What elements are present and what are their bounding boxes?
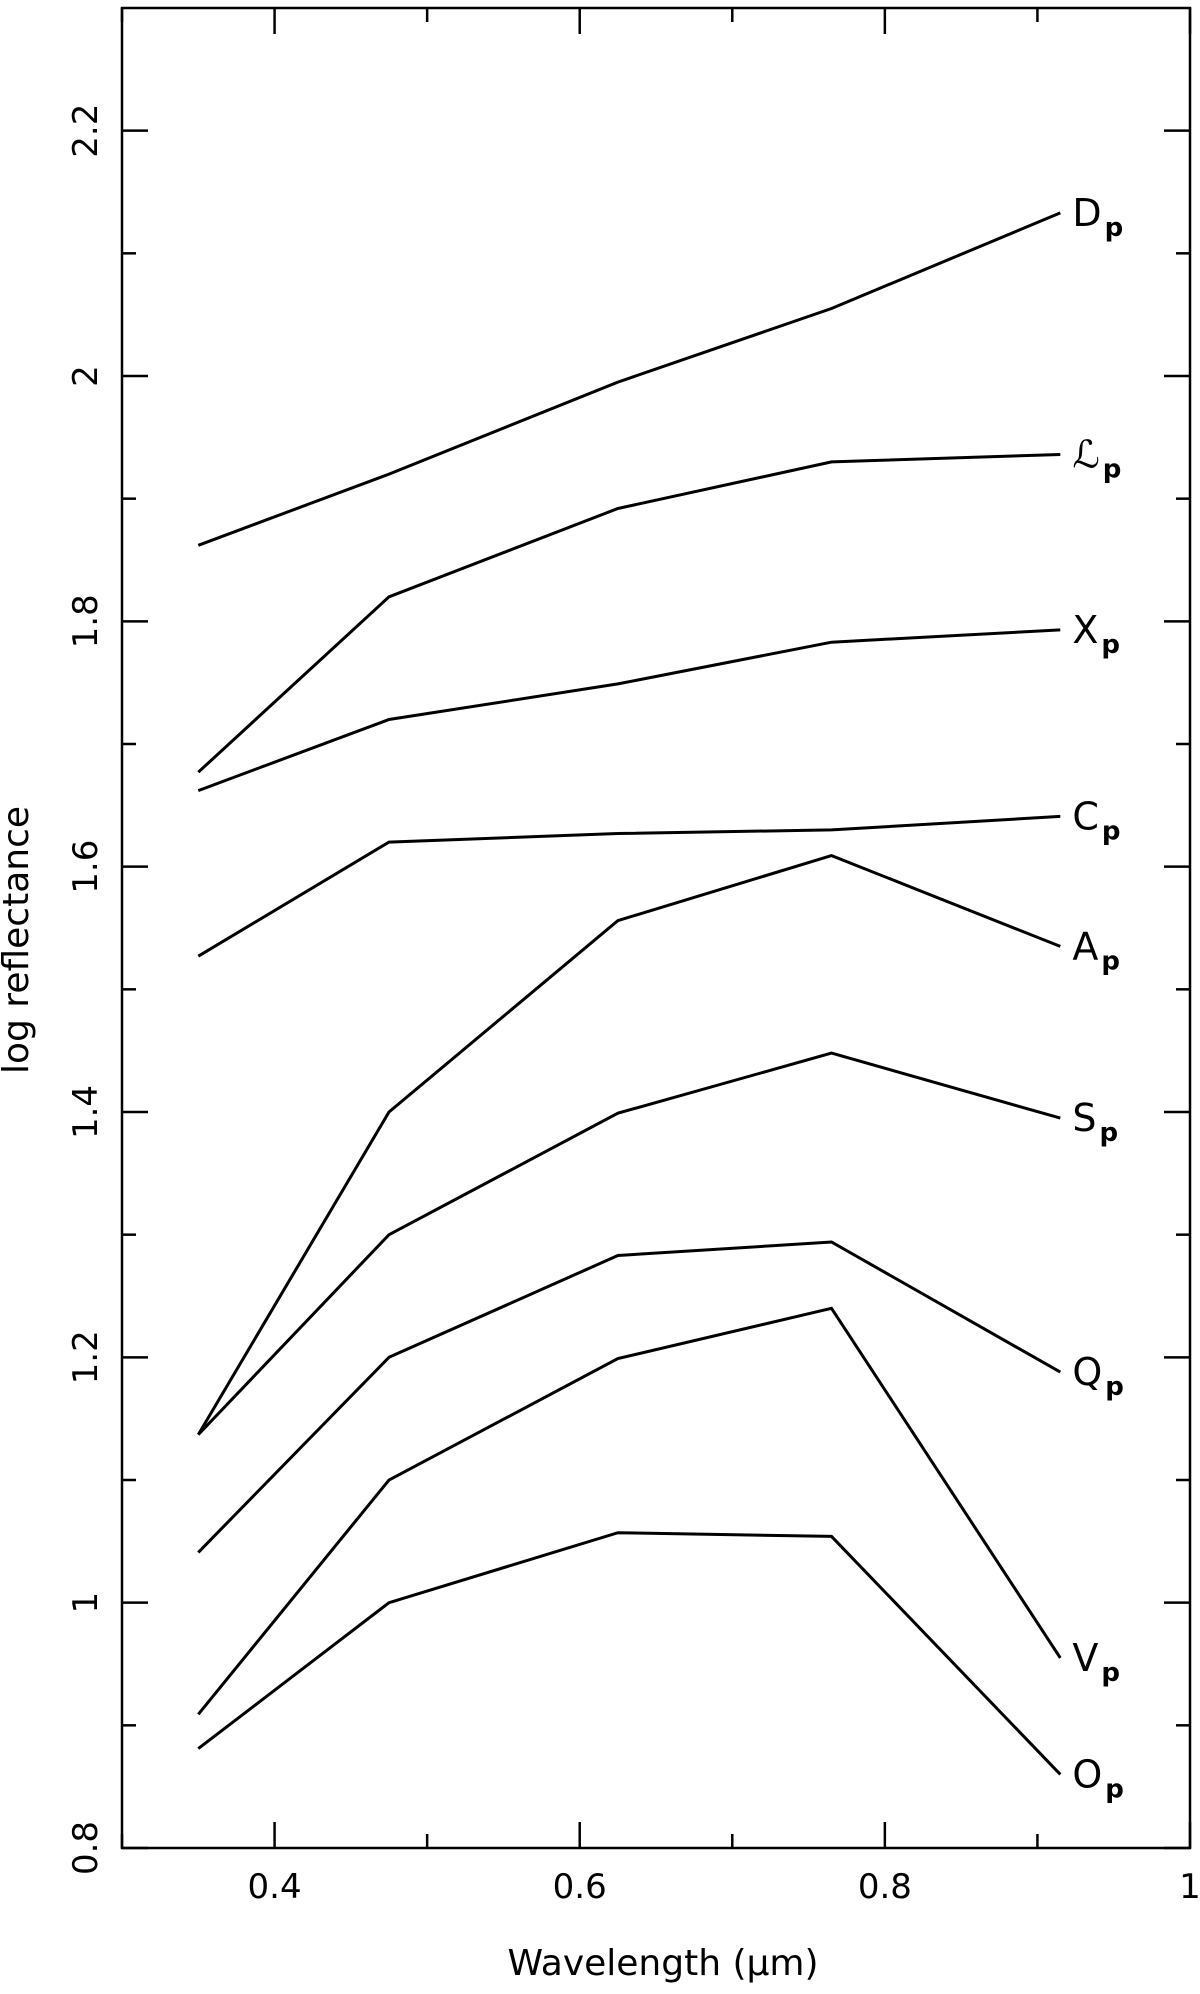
series-label-main: C bbox=[1072, 794, 1099, 838]
x-tick-label: 0.6 bbox=[553, 1867, 607, 1907]
axis-ticks bbox=[120, 8, 1192, 1850]
series-label-main: D bbox=[1072, 191, 1101, 235]
series-line-Q bbox=[197, 1240, 1062, 1554]
y-tick-label: 2.2 bbox=[66, 104, 106, 158]
y-axis-title: log reflectance bbox=[0, 806, 37, 1074]
series-line-X bbox=[197, 628, 1061, 793]
series-line-C bbox=[197, 814, 1061, 958]
plot-frame bbox=[120, 6, 1192, 1850]
series-label-subscript: p bbox=[1099, 1118, 1118, 1148]
series-label-subscript: p bbox=[1101, 1658, 1120, 1688]
series-label-subscript: p bbox=[1105, 213, 1124, 243]
series-line-O bbox=[197, 1531, 1062, 1776]
series-lines bbox=[197, 211, 1062, 1776]
x-tick-label: 0.8 bbox=[858, 1867, 912, 1907]
y-tick-label: 1 bbox=[66, 1592, 106, 1614]
series-label-main: X bbox=[1072, 608, 1098, 652]
series-line-S bbox=[197, 1051, 1061, 1436]
x-tick-label: 1 bbox=[1179, 1867, 1200, 1907]
series-label-main: S bbox=[1072, 1096, 1096, 1140]
series-label-main: ℒ bbox=[1072, 433, 1099, 477]
series-label-subscript: p bbox=[1102, 816, 1121, 846]
series-label-subscript: p bbox=[1101, 630, 1120, 660]
series-line-ℒ bbox=[197, 453, 1061, 774]
y-tick-label: 1.4 bbox=[66, 1085, 106, 1139]
series-label-subscript: p bbox=[1105, 1372, 1124, 1402]
series-label-main: A bbox=[1072, 924, 1098, 968]
series-label-main: O bbox=[1072, 1752, 1102, 1796]
axis-tick-labels: 0.4 0.6 0.8 1 0.8 1 1.2 1.4 1.6 1.8 2 2.2 bbox=[66, 104, 1200, 1907]
y-tick-label: 1.2 bbox=[66, 1330, 106, 1384]
series-label-main: V bbox=[1072, 1636, 1098, 1680]
series-label-subscript: p bbox=[1101, 946, 1120, 976]
x-tick-label: 0.4 bbox=[248, 1867, 302, 1907]
y-tick-label: 0.8 bbox=[66, 1821, 106, 1875]
series-line-A bbox=[197, 854, 1061, 1436]
series-line-D bbox=[197, 211, 1061, 547]
series-label-main: Q bbox=[1072, 1350, 1102, 1394]
y-tick-label: 1.6 bbox=[66, 840, 106, 894]
series-line-V bbox=[197, 1306, 1062, 1716]
x-axis-title: Wavelength (μm) bbox=[507, 1943, 818, 1984]
y-tick-label: 1.8 bbox=[66, 594, 106, 648]
series-label-subscript: p bbox=[1105, 1774, 1124, 1804]
y-tick-label: 2 bbox=[66, 365, 106, 387]
series-label-subscript: p bbox=[1103, 455, 1122, 485]
plot-border bbox=[120, 6, 1192, 1850]
